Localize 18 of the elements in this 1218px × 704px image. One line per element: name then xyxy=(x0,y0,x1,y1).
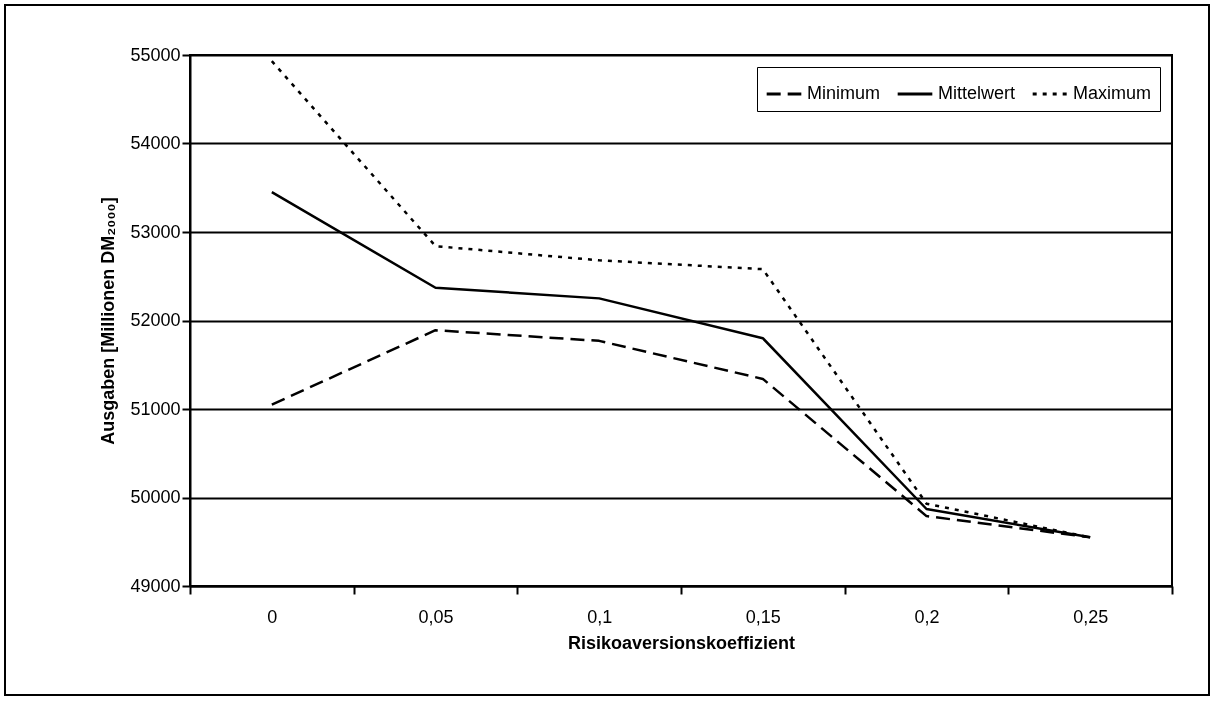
legend-label: Maximum xyxy=(1073,83,1152,103)
legend-label: Mittelwert xyxy=(938,83,1016,103)
x-tick-label: 0,15 xyxy=(745,606,781,627)
x-tick-label: 0,2 xyxy=(914,606,940,627)
y-tick-label: 51000 xyxy=(130,398,181,419)
x-tick-label: 0,1 xyxy=(587,606,613,627)
y-axis-title: Ausgaben [Millionen DM₂₀₀₀] xyxy=(98,197,119,445)
y-tick-label: 53000 xyxy=(130,221,181,242)
y-tick-label: 52000 xyxy=(130,310,181,330)
x-tick-label: 0,25 xyxy=(1073,606,1109,627)
y-tick-label: 54000 xyxy=(130,133,181,153)
legend-label: Minimum xyxy=(807,83,881,103)
y-tick-label: 49000 xyxy=(130,575,181,596)
x-tick-label: 0,05 xyxy=(418,606,454,627)
y-tick-label: 50000 xyxy=(130,487,181,507)
y-tick-label: 55000 xyxy=(130,44,181,65)
x-tick-label: 0 xyxy=(267,606,278,627)
x-axis-title: Risikoaversionskoeffizient xyxy=(567,632,796,653)
